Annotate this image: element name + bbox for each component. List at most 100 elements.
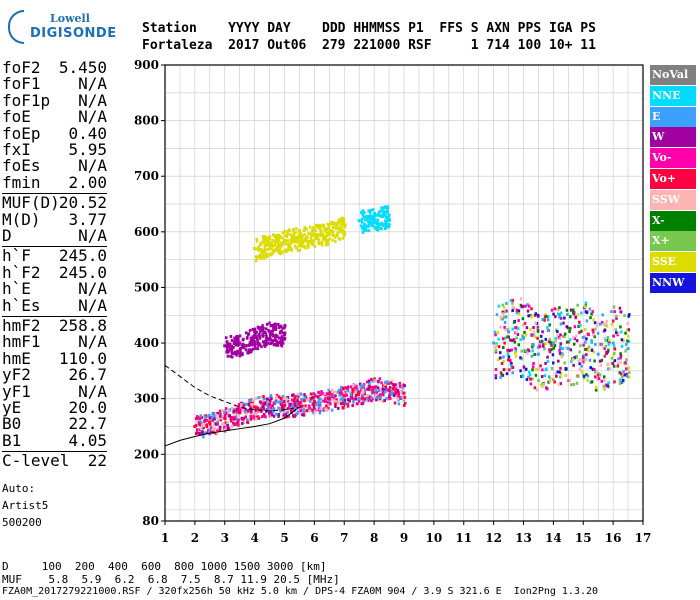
echo-point	[603, 328, 607, 332]
echo-point	[370, 385, 373, 389]
echo-point	[384, 385, 388, 389]
echo-point	[504, 328, 507, 332]
echo-point	[260, 401, 263, 405]
echo-point	[352, 400, 355, 404]
echo-point	[387, 381, 390, 385]
echo-point	[280, 407, 284, 411]
echo-point	[526, 348, 530, 352]
echo-point	[331, 225, 335, 229]
echo-point	[596, 331, 600, 335]
x-tick-label: 7	[340, 531, 348, 545]
param-label: yF2	[2, 365, 31, 385]
echo-point	[384, 219, 387, 223]
echo-point	[249, 336, 253, 340]
echo-point	[247, 348, 251, 352]
echo-point	[245, 344, 248, 348]
echo-point	[216, 420, 219, 424]
echo-point	[554, 372, 558, 376]
echo-point	[393, 383, 396, 387]
echo-point	[605, 319, 609, 323]
echo-point	[590, 341, 594, 345]
echo-point	[507, 330, 511, 334]
echo-point	[331, 230, 335, 234]
echo-point	[509, 298, 513, 302]
echo-point	[583, 327, 587, 331]
echo-point	[318, 223, 322, 227]
echo-point	[575, 381, 579, 385]
echo-point	[249, 350, 253, 354]
echo-point	[265, 322, 269, 326]
param-value: N/A	[78, 226, 107, 245]
echo-point	[550, 344, 553, 348]
echo-point	[248, 341, 252, 345]
param-separator	[2, 451, 107, 453]
echo-point	[296, 248, 300, 252]
echo-point	[274, 235, 277, 239]
echo-point	[606, 384, 609, 388]
echo-point	[253, 405, 257, 409]
echo-point	[265, 343, 268, 347]
echo-point	[295, 412, 299, 416]
echo-point	[256, 339, 259, 343]
echo-point	[230, 425, 233, 429]
echo-point	[289, 402, 293, 406]
echo-point	[344, 223, 347, 227]
echo-point	[553, 344, 557, 348]
echo-point	[400, 390, 403, 394]
echo-point	[612, 364, 616, 368]
echo-point	[340, 392, 344, 396]
echo-point	[556, 330, 559, 334]
echo-point	[302, 411, 305, 415]
echo-point	[282, 240, 285, 244]
echo-point	[388, 394, 391, 398]
echo-point	[224, 407, 228, 411]
echo-point	[525, 378, 529, 382]
echo-point	[327, 225, 331, 229]
echo-point	[616, 361, 620, 365]
echo-point	[591, 328, 595, 332]
echo-point	[198, 416, 201, 420]
echo-point	[262, 395, 265, 399]
echo-point	[364, 218, 367, 222]
echo-point	[327, 230, 331, 234]
echo-point	[384, 380, 387, 384]
y-tick-label: 500	[134, 280, 159, 294]
echo-point	[541, 385, 544, 389]
echo-point	[263, 402, 266, 406]
echo-point	[250, 410, 253, 414]
echo-point	[294, 231, 297, 235]
echo-point	[238, 341, 242, 345]
echo-point	[602, 375, 606, 379]
echo-point	[383, 399, 386, 403]
echo-point	[316, 236, 319, 240]
echo-point	[238, 411, 242, 415]
echo-point	[313, 245, 317, 249]
echo-point	[312, 399, 316, 403]
echo-point	[284, 413, 288, 417]
echo-point	[598, 322, 602, 326]
echo-point	[331, 393, 334, 397]
echo-point	[381, 391, 385, 395]
echo-point	[572, 342, 576, 346]
echo-point	[297, 241, 300, 245]
echo-point	[367, 220, 370, 224]
echo-point	[564, 374, 568, 378]
echo-point	[364, 224, 368, 228]
x-tick-label: 12	[485, 531, 502, 545]
echo-point	[273, 327, 277, 331]
param-row: M(D) 3.77	[2, 209, 107, 229]
echo-point	[261, 399, 264, 403]
legend-item-ssw: SSW	[650, 189, 696, 210]
echo-point	[230, 344, 234, 348]
param-value: 22.7	[68, 414, 107, 434]
echo-point	[242, 421, 246, 425]
param-label: M(D)	[2, 209, 41, 229]
echo-point	[366, 394, 369, 398]
echo-point	[619, 356, 622, 360]
echo-point	[236, 414, 240, 418]
echo-point	[520, 305, 524, 309]
echo-point	[339, 399, 343, 403]
echo-point	[572, 382, 576, 386]
echo-point	[578, 320, 581, 324]
echo-point	[402, 403, 406, 407]
